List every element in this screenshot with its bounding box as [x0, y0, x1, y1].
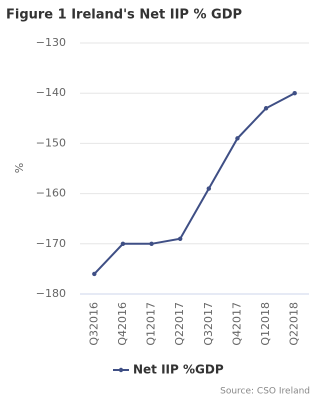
marker: [292, 91, 297, 96]
marker: [149, 241, 154, 246]
x-tick-label: Q42017: [230, 302, 243, 346]
y-tick-label: −150: [36, 136, 66, 149]
marker: [235, 136, 240, 141]
marker: [92, 271, 97, 277]
line: [93, 92, 296, 275]
marker: [120, 241, 126, 246]
marker: [177, 236, 183, 241]
x-tick-label: Q32016: [87, 302, 100, 346]
x-tick-label: Q12018: [259, 302, 272, 346]
y-tick-label: −140: [36, 86, 66, 99]
x-tick-label: Q22017: [173, 302, 186, 346]
x-tick-label: Q32017: [202, 302, 215, 346]
marker: [263, 106, 269, 111]
y-tick-label: −170: [36, 237, 66, 250]
x-tick-label: Q22018: [288, 302, 301, 346]
x-tick-label: Q12017: [145, 302, 158, 346]
x-tick-label: Q42016: [116, 302, 129, 346]
legend-marker: [118, 367, 124, 373]
y-tick-label: −180: [36, 287, 66, 300]
y-tick-label: −160: [36, 187, 66, 200]
source: Source: CSO Ireland: [220, 387, 310, 397]
marker: [206, 186, 212, 191]
legend-label: Net IIP %GDP: [133, 363, 224, 377]
chart-title: Figure 1 Ireland's Net IIP % GDP: [6, 8, 242, 23]
y-tick-label: −130: [36, 36, 66, 49]
y-axis-label: %: [13, 163, 26, 173]
